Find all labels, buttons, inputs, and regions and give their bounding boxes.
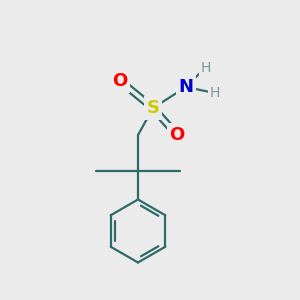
Text: S: S: [146, 99, 160, 117]
Text: H: H: [209, 86, 220, 100]
Text: N: N: [178, 78, 194, 96]
Text: O: O: [169, 126, 184, 144]
Text: O: O: [112, 72, 128, 90]
Text: H: H: [200, 61, 211, 74]
